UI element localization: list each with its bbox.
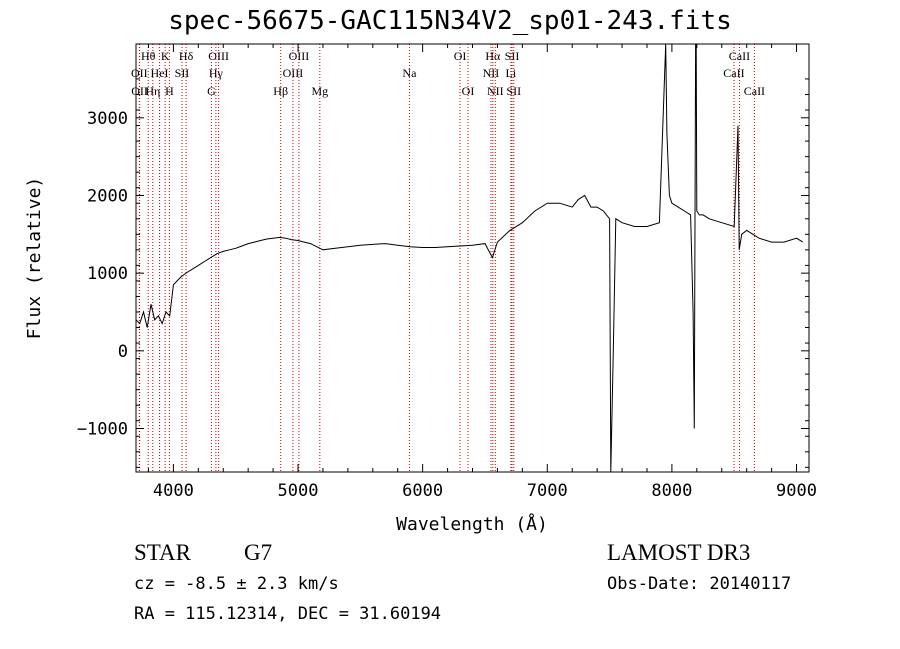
object-subclass: G7 — [244, 540, 273, 565]
marker-label: Hγ — [209, 66, 224, 80]
marker-label: Li — [506, 66, 517, 80]
y-tick-label: 1000 — [87, 264, 128, 284]
marker-label: K — [161, 49, 170, 63]
x-tick-label: 5000 — [278, 481, 319, 501]
marker-label: Hθ — [141, 49, 156, 63]
y-tick-label: −1000 — [77, 420, 128, 440]
x-tick-label: 4000 — [153, 481, 194, 501]
y-tick-label: 0 — [118, 342, 128, 362]
series-layer — [135, 43, 804, 473]
marker-label: Mg — [311, 84, 328, 98]
marker-label: G — [207, 84, 216, 98]
y-tick-label: 3000 — [87, 109, 128, 129]
survey-label: LAMOST DR3 — [607, 540, 751, 565]
marker-label: CaII — [729, 49, 750, 63]
marker-label: CaII — [723, 66, 744, 80]
axis-layer: 4000 5000 6000 7000 8000 9000 −1000 0 1000 2000 30… — [77, 44, 817, 501]
marker-label: Hη — [145, 84, 160, 98]
spectrum-line — [135, 43, 804, 473]
x-tick-label: 8000 — [651, 481, 692, 501]
y-tick-label: 2000 — [87, 186, 128, 206]
marker-label: NII — [483, 66, 500, 80]
marker-label: OIII — [208, 49, 229, 63]
x-axis-label: Wavelength (Å) — [396, 513, 548, 535]
marker-label: Hβ — [273, 84, 288, 98]
x-tick-label: 7000 — [527, 481, 568, 501]
object-class: STAR — [134, 540, 191, 565]
marker-label: OI — [462, 84, 475, 98]
marker-label: OIII — [283, 66, 304, 80]
marker-label: Hδ — [179, 49, 194, 63]
marker-label: NII — [487, 84, 504, 98]
coordinates-text: RA = 115.12314, DEC = 31.60194 — [134, 604, 442, 624]
redshift-text: cz = -8.5 ± 2.3 km/s — [134, 574, 339, 594]
marker-label: OII — [131, 66, 148, 80]
marker-label: SII — [505, 49, 520, 63]
marker-label: HeI — [151, 66, 169, 80]
marker-label: H — [165, 84, 174, 98]
plot-frame — [135, 43, 810, 473]
marker-label: OI — [454, 49, 467, 63]
obs-date-text: Obs-Date: 20140117 — [607, 574, 792, 594]
marker-label: OIII — [289, 49, 310, 63]
chart-title: spec-56675-GAC115N34V2_sp01-243.fits — [168, 6, 732, 36]
marker-label: OII — [131, 84, 148, 98]
x-tick-label: 9000 — [776, 481, 817, 501]
marker-label: Hα — [485, 49, 501, 63]
y-axis-label: Flux (relative) — [24, 177, 45, 340]
marker-label: Na — [402, 66, 417, 80]
marker-label: SII — [506, 84, 521, 98]
x-tick-label: 6000 — [402, 481, 443, 501]
marker-label: CaII — [744, 84, 765, 98]
marker-label: SII — [175, 66, 190, 80]
